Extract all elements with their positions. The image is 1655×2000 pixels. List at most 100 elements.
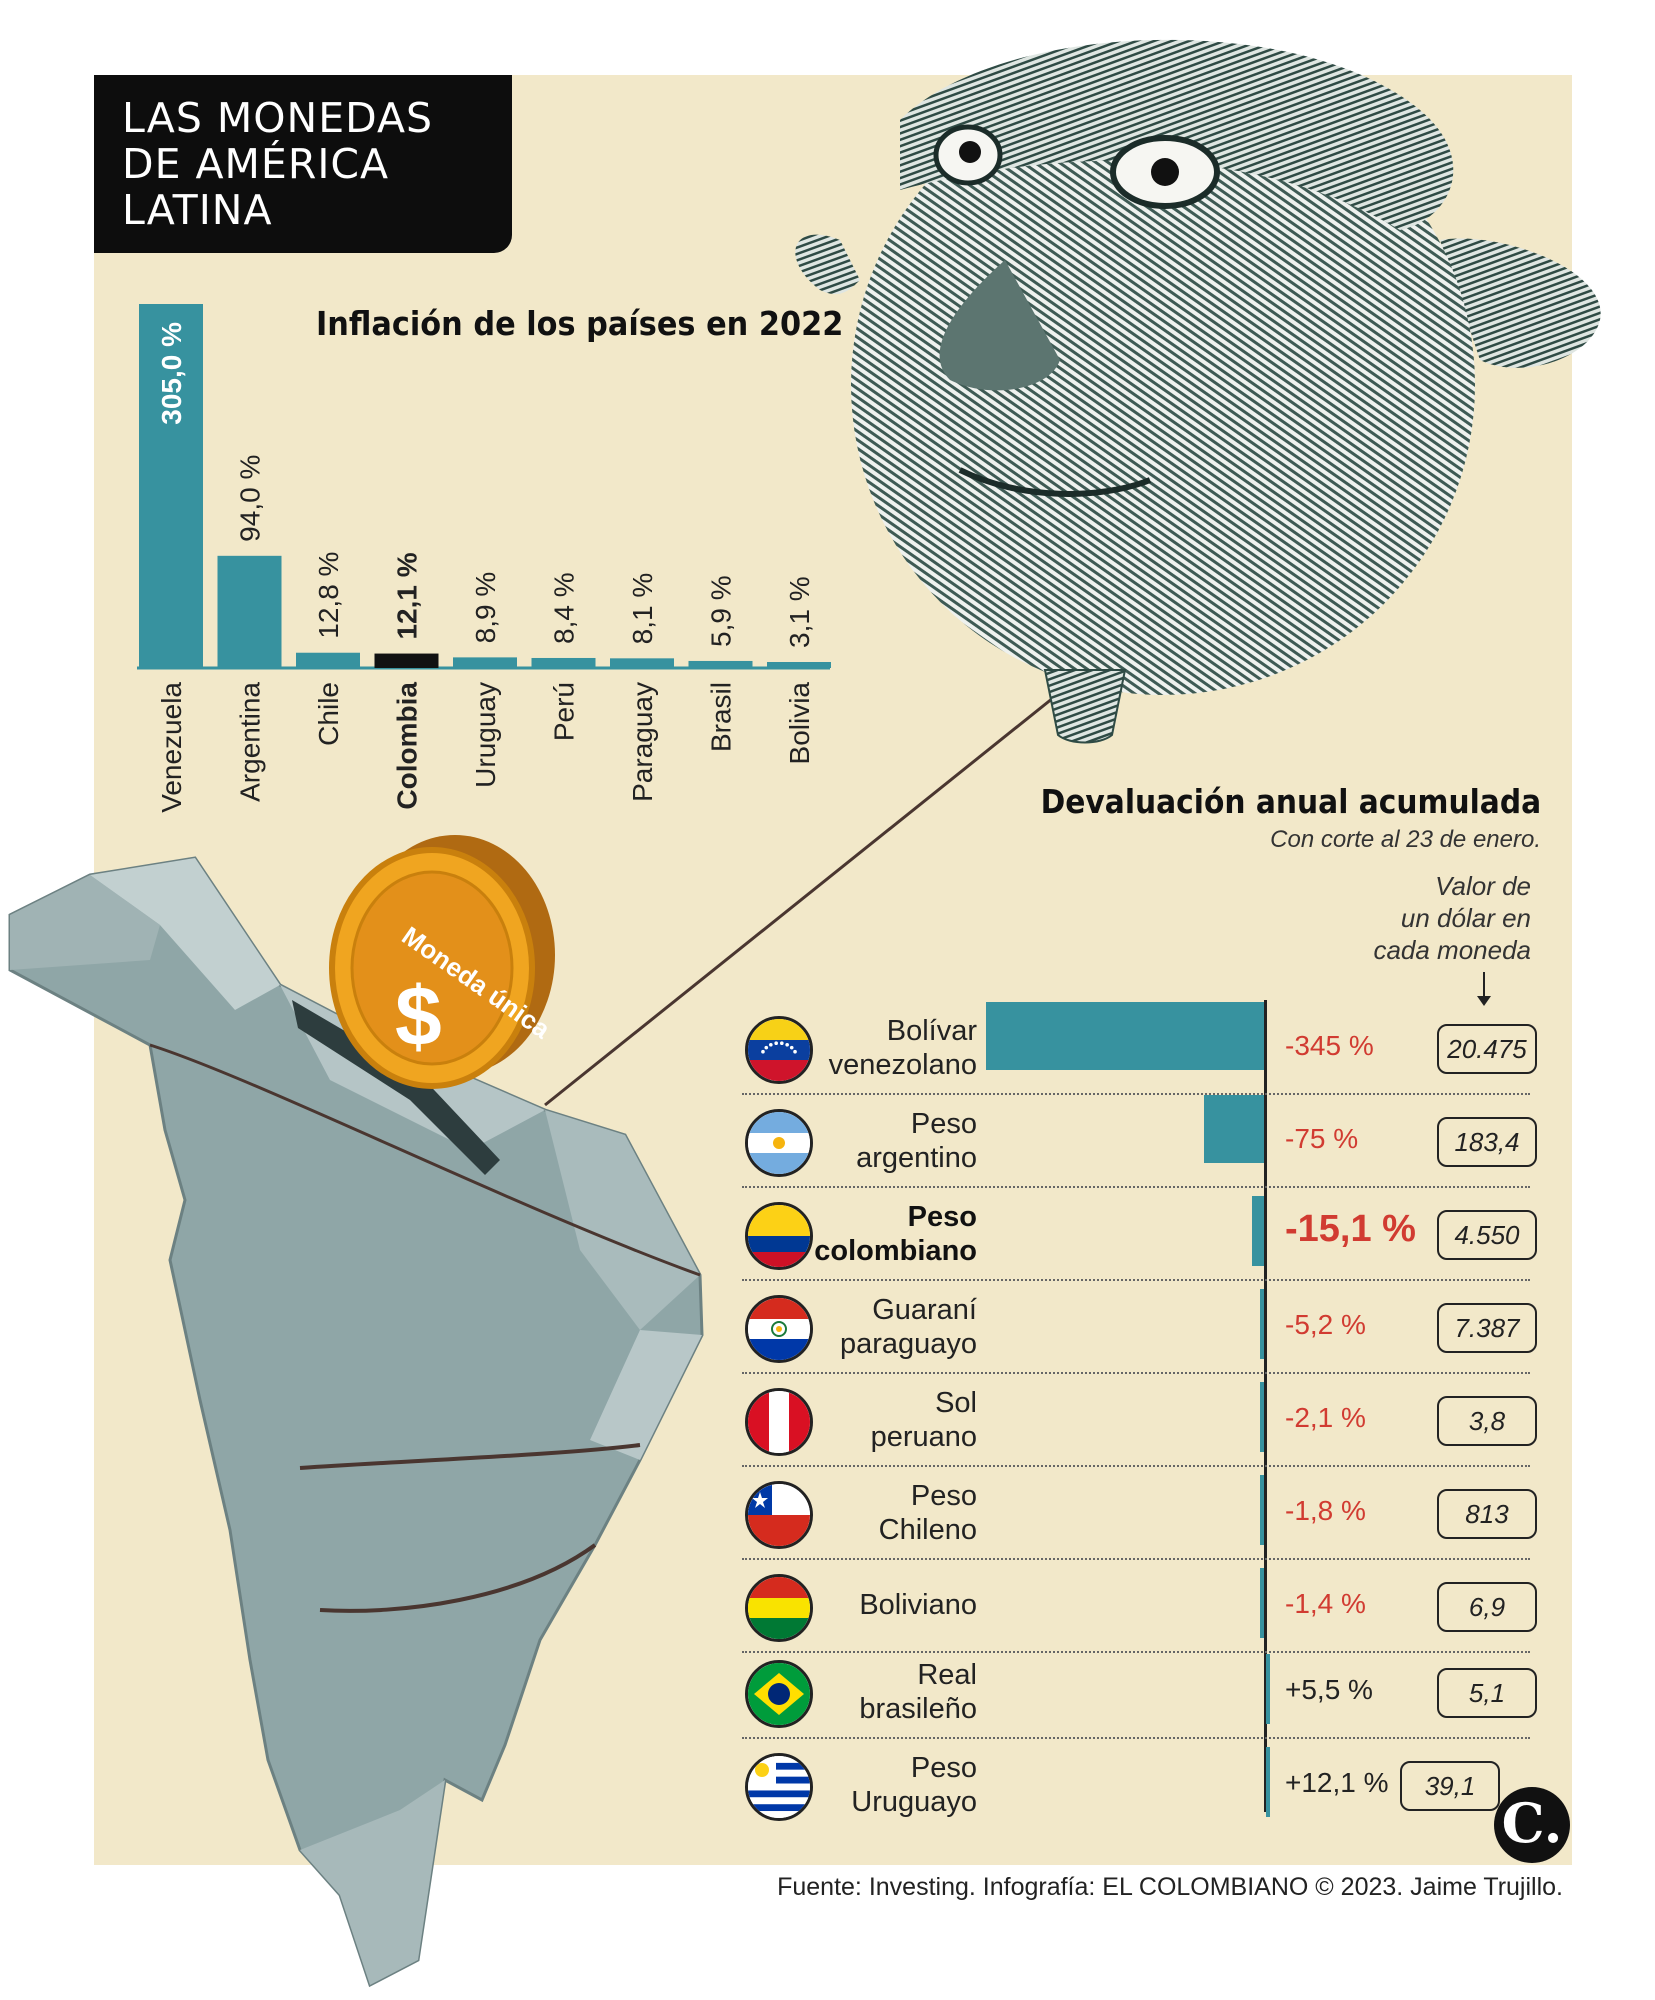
dollar-value-box: 20.475 <box>1437 1024 1537 1074</box>
devaluation-value-label: +12,1 % <box>1285 1767 1389 1798</box>
devaluation-row: Peso argentino -75 % 183,4 <box>742 1095 1537 1188</box>
inflation-bar-argentina <box>217 555 282 668</box>
dollar-value-box: 813 <box>1437 1489 1537 1539</box>
dollar-value-box: 5,1 <box>1437 1668 1537 1718</box>
currency-name: Boliviano <box>859 1589 977 1621</box>
dollar-value-box: 3,8 <box>1437 1396 1537 1446</box>
devaluation-value-label: -5,2 % <box>1285 1309 1366 1340</box>
inflation-bar-chile <box>296 652 360 668</box>
coin-illustration: Moneda única $ <box>329 835 556 1089</box>
row-divider <box>742 1651 1530 1653</box>
devaluation-bar <box>1203 1095 1264 1163</box>
venezuela-flag-icon <box>745 1016 813 1084</box>
devaluation-value-label: -2,1 % <box>1285 1402 1366 1433</box>
balloon-string <box>544 688 1064 1107</box>
currency-name: Bolívar venezolano <box>828 1015 977 1081</box>
inflation-value-label: 12,8 % <box>313 552 344 639</box>
uruguay-flag-icon <box>745 1753 813 1821</box>
inflation-category-label: Brasil <box>706 682 737 752</box>
inflation-value-label: 94,0 % <box>235 455 266 542</box>
devaluation-value-label: +5,5 % <box>1285 1674 1373 1705</box>
dollar-value-box: 6,9 <box>1437 1582 1537 1632</box>
inflation-category-label: Venezuela <box>156 682 187 813</box>
devaluation-row: Peso colombiano -15,1 % 4.550 <box>742 1188 1537 1281</box>
chile-flag-icon <box>745 1481 813 1549</box>
inflation-bar-paraguay <box>610 658 674 668</box>
title-box: LAS MONEDAS DE AMÉRICA LATINA <box>94 75 512 253</box>
devaluation-bar <box>1251 1196 1264 1266</box>
paraguay-flag-icon <box>745 1295 813 1363</box>
inflation-category-label: Perú <box>549 682 580 741</box>
row-divider <box>742 1093 1530 1095</box>
devaluation-zero-axis <box>1264 1000 1267 1812</box>
devaluation-row: Peso Chileno -1,8 % 813 <box>742 1467 1537 1560</box>
bolivia-flag-icon <box>745 1574 813 1642</box>
devaluation-row: Boliviano -1,4 % 6,9 <box>742 1560 1537 1653</box>
devaluation-value-label: -1,8 % <box>1285 1495 1366 1526</box>
devaluation-value-label: -15,1 % <box>1285 1208 1416 1250</box>
inflation-bar-perú <box>531 657 596 668</box>
inflation-value-label: 5,9 % <box>706 575 737 647</box>
inflation-chart-title: Inflación de los países en 2022 <box>316 304 844 343</box>
row-divider <box>742 1279 1530 1281</box>
inflation-bar-colombia <box>374 653 439 668</box>
devaluation-row: Sol peruano -2,1 % 3,8 <box>742 1374 1537 1467</box>
inflation-category-label: Paraguay <box>627 682 658 802</box>
coin-dollar-symbol: $ <box>395 969 442 1063</box>
brazil-flag-icon <box>745 1660 813 1728</box>
el-colombiano-logo: C. <box>1494 1787 1570 1863</box>
peru-flag-icon <box>745 1388 813 1456</box>
devaluation-row: Guaraní paraguayo -5,2 % 7.387 <box>742 1281 1537 1374</box>
dollar-value-box: 39,1 <box>1400 1761 1500 1811</box>
devaluation-bar <box>1260 1382 1264 1452</box>
colombia-flag-icon <box>745 1202 813 1270</box>
currency-name: Peso Uruguayo <box>851 1752 977 1818</box>
inflation-value-label: 8,4 % <box>549 572 580 644</box>
devaluation-title: Devaluación anual acumulada <box>1040 782 1541 821</box>
devaluation-row: Peso Uruguayo +12,1 % 39,1 <box>742 1739 1530 1832</box>
devaluation-subtitle: Con corte al 23 de enero. <box>1270 826 1541 853</box>
devaluation-bar <box>1260 1475 1264 1545</box>
dollar-value-box: 4.550 <box>1437 1210 1537 1260</box>
devaluation-bar <box>1260 1568 1264 1638</box>
devaluation-row: Real brasileño +5,5 % 5,1 <box>742 1646 1537 1739</box>
row-divider <box>742 1465 1530 1467</box>
inflation-category-label: Colombia <box>392 682 423 810</box>
devaluation-bar <box>1266 1747 1271 1817</box>
currency-name: Sol peruano <box>870 1387 977 1453</box>
inflation-bar-bolivia <box>767 662 831 668</box>
devaluation-value-label: -1,4 % <box>1285 1588 1366 1619</box>
argentina-flag-icon <box>745 1109 813 1177</box>
inflation-category-label: Uruguay <box>470 682 501 788</box>
devaluation-bar <box>986 1002 1264 1070</box>
devaluation-value-label: -75 % <box>1285 1123 1359 1154</box>
devaluation-row: Bolívar venezolano -345 % 20.475 <box>742 1002 1537 1095</box>
dollar-value-note: Valor de un dólar en cada moneda <box>1373 871 1531 965</box>
inflation-bar-brasil <box>688 660 753 668</box>
currency-name: Peso argentino <box>856 1108 977 1174</box>
devaluation-bar <box>1266 1654 1270 1724</box>
row-divider <box>742 1558 1530 1560</box>
dollar-value-box: 7.387 <box>1437 1303 1537 1353</box>
currency-name: Guaraní paraguayo <box>839 1294 977 1360</box>
inflation-value-label: 8,9 % <box>470 572 501 644</box>
row-divider <box>742 1737 1530 1739</box>
currency-name: Peso Chileno <box>878 1480 977 1546</box>
inflation-value-label: 8,1 % <box>627 573 658 645</box>
inflation-bar-venezuela <box>139 304 203 668</box>
inflation-value-label: 305,0 % <box>156 322 187 425</box>
row-divider <box>742 1186 1530 1188</box>
page-title: LAS MONEDAS DE AMÉRICA LATINA <box>122 94 434 234</box>
dollar-value-box: 183,4 <box>1437 1117 1537 1167</box>
row-divider <box>742 1372 1530 1374</box>
currency-name: Peso colombiano <box>814 1201 977 1267</box>
inflation-bar-uruguay <box>453 657 517 668</box>
inflation-value-label: 12,1 % <box>392 552 423 639</box>
currency-name: Real brasileño <box>859 1659 977 1725</box>
inflation-category-label: Bolivia <box>784 682 815 765</box>
devaluation-bar <box>1259 1289 1264 1359</box>
money-balloon-illustration <box>795 39 1601 744</box>
inflation-category-label: Chile <box>313 682 344 746</box>
